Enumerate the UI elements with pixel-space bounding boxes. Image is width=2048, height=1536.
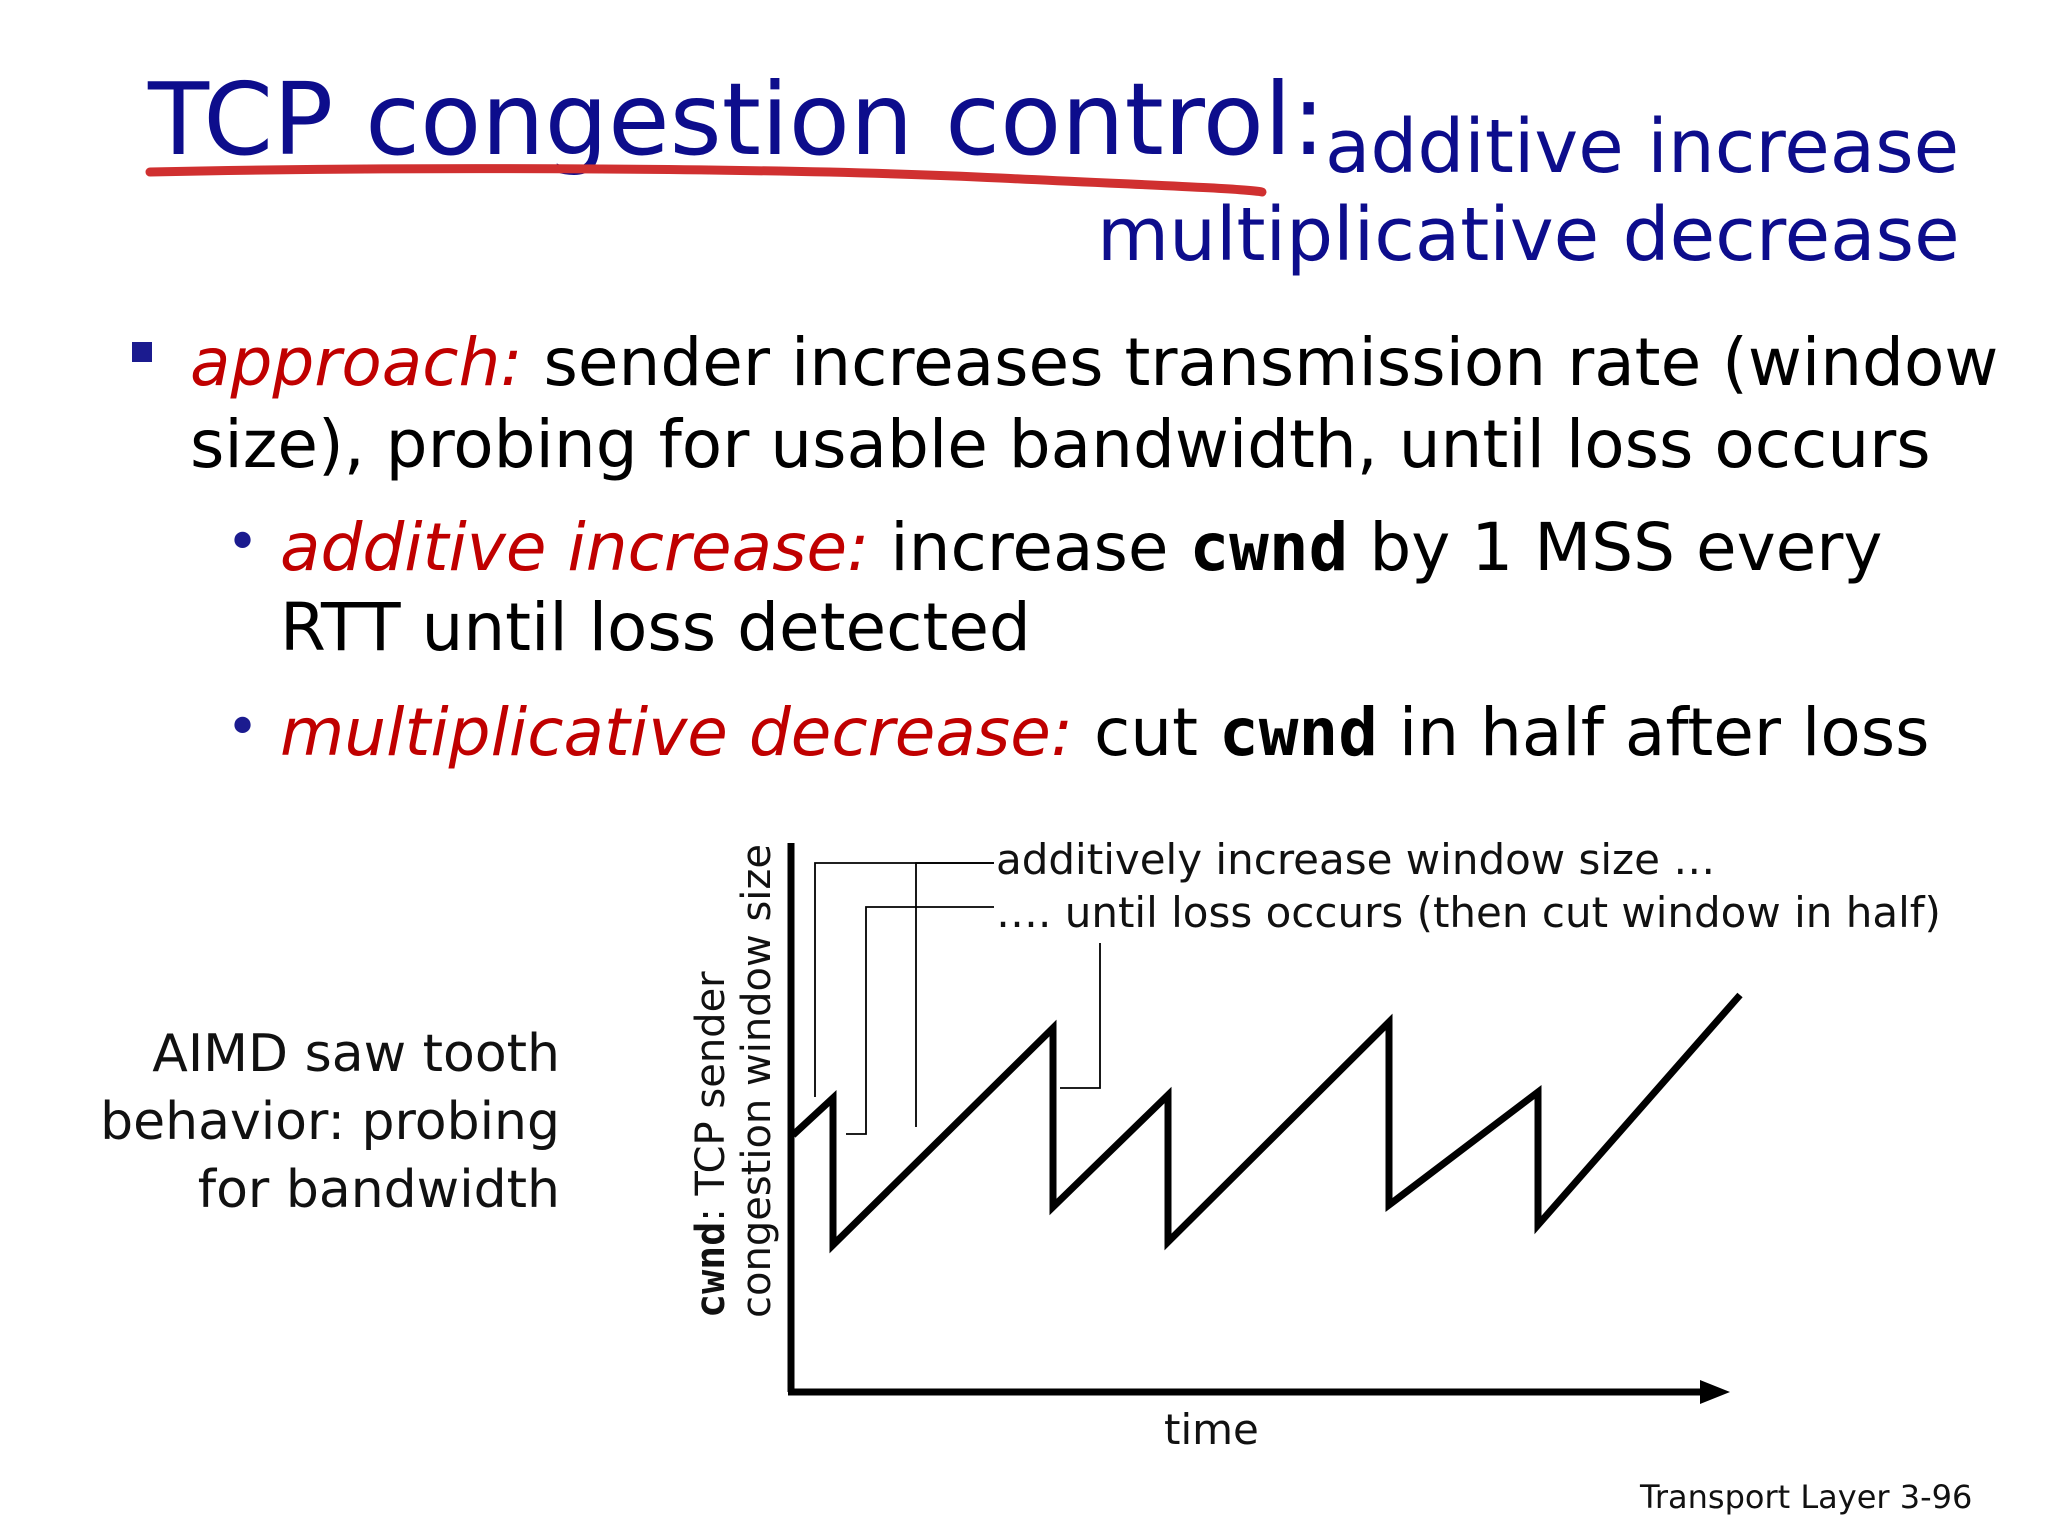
md-text-a: cut: [1073, 694, 1219, 771]
x-axis-arrowhead-icon: [1700, 1380, 1730, 1404]
caption-line-3: for bandwidth: [197, 1160, 560, 1220]
leader-2: [915, 862, 994, 1127]
md-label: multiplicative decrease:: [280, 694, 1074, 771]
caption-line-1: AIMD saw tooth: [152, 1024, 560, 1084]
dot-bullet-icon: •: [226, 695, 260, 760]
x-axis-label: time: [1164, 1405, 1259, 1454]
bullet-md-line: multiplicative decrease: cut cwnd in hal…: [280, 700, 1930, 766]
annotation-leaders: [814, 862, 1101, 1135]
annotation-additive: additively increase window size …: [996, 835, 1716, 884]
caption-line-2: behavior: probing: [100, 1092, 560, 1152]
ai-label: additive increase:: [280, 509, 870, 586]
annotation-loss: …. until loss occurs (then cut window in…: [996, 888, 1941, 937]
y-axis-label: cwnd: TCP sender congestion window size: [688, 844, 780, 1318]
diagram-caption: AIMD saw tooth behavior: probing for ban…: [100, 1020, 560, 1224]
approach-label: approach:: [190, 324, 523, 401]
title-sub-line-2: multiplicative decrease: [1097, 192, 1960, 278]
title-sub-line-1: additive increase: [1325, 104, 1960, 190]
page-number: 3-96: [1899, 1478, 1973, 1516]
square-bullet-icon: [132, 342, 152, 362]
leader-4: [1060, 943, 1101, 1089]
md-code: cwnd: [1219, 694, 1378, 771]
ai-text-b: by 1 MSS every: [1348, 509, 1883, 586]
slide-title: TCP congestion control:: [148, 70, 1325, 170]
title-colon: :: [1291, 61, 1326, 178]
ai-code: cwnd: [1189, 509, 1349, 586]
bullet-approach-line-1: approach: sender increases transmission …: [190, 330, 1998, 396]
y-label-line-2: congestion window size: [734, 843, 780, 1318]
title-main: TCP congestion control: [148, 61, 1292, 178]
footer: Transport Layer 3-96: [1640, 1478, 1972, 1516]
y-label-rest: : TCP sender: [688, 971, 734, 1222]
leader-3: [846, 906, 994, 1135]
y-label-code: cwnd: [688, 1221, 734, 1318]
bullet-ai-line-2: RTT until loss detected: [280, 589, 1031, 666]
ai-text-a: increase: [869, 509, 1190, 586]
sawtooth-line: [790, 992, 1743, 1254]
bullet-approach-line-2: size), probing for usable bandwidth, unt…: [190, 406, 1931, 483]
md-text-b: in half after loss: [1377, 694, 1930, 771]
dot-bullet-icon: •: [226, 510, 260, 575]
bullet-ai-line-1: additive increase: increase cwnd by 1 MS…: [280, 515, 1882, 581]
leader-1: [814, 862, 994, 1097]
approach-text-1: sender increases transmission rate (wind…: [522, 324, 1999, 401]
footer-text: Transport Layer: [1640, 1478, 1890, 1516]
